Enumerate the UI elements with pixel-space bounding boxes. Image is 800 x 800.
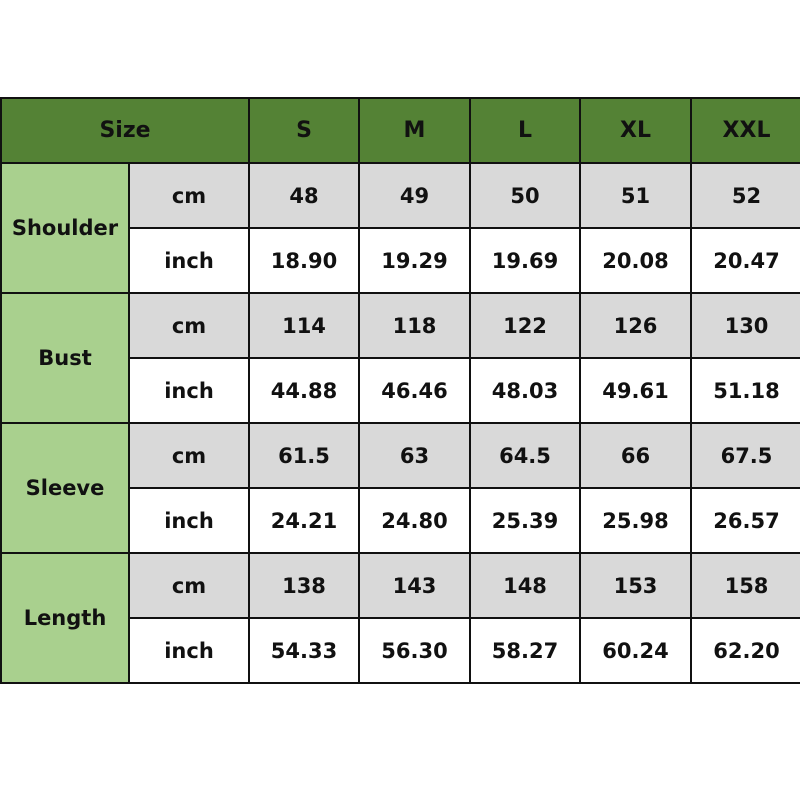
unit-label: inch	[128, 487, 250, 554]
unit-label: cm	[128, 422, 250, 489]
measurement-row-inch: inch 24.21 24.80 25.39 25.98 26.57	[1, 487, 800, 554]
value-cell: 66	[579, 422, 692, 489]
measurement-row-cm: Bust cm 114 118 122 126 130	[0, 292, 800, 424]
header-row: Size S M L XL XXL	[0, 97, 800, 164]
measurement-row-cm: Shoulder cm 48 49 50 51 52	[0, 162, 800, 294]
measurement-label: Length	[0, 552, 130, 684]
value-cell: 62.20	[690, 617, 800, 684]
value-cell: 46.46	[358, 357, 471, 424]
value-cell: 50	[469, 162, 581, 229]
size-m: M	[358, 97, 471, 164]
value-cell: 60.24	[579, 617, 692, 684]
value-cell: 26.57	[690, 487, 800, 554]
value-cell: 58.27	[469, 617, 581, 684]
value-cell: 56.30	[358, 617, 471, 684]
value-cell: 54.33	[248, 617, 360, 684]
measurement-label: Bust	[0, 292, 130, 424]
unit-label: cm	[128, 292, 250, 359]
unit-label: inch	[128, 227, 250, 294]
value-cell: 49.61	[579, 357, 692, 424]
value-cell: 114	[248, 292, 360, 359]
value-cell: 51	[579, 162, 692, 229]
value-cell: 49	[358, 162, 471, 229]
value-cell: 20.47	[690, 227, 800, 294]
measurement-label: Shoulder	[0, 162, 130, 294]
value-cell: 138	[248, 552, 360, 619]
value-cell: 126	[579, 292, 692, 359]
size-header: Size	[0, 97, 250, 164]
value-cell: 19.29	[358, 227, 471, 294]
value-cell: 158	[690, 552, 800, 619]
measurement-row-cm: Length cm 138 143 148 153 158	[0, 552, 800, 684]
value-cell: 44.88	[248, 357, 360, 424]
value-cell: 24.80	[358, 487, 471, 554]
value-cell: 48.03	[469, 357, 581, 424]
size-l: L	[469, 97, 581, 164]
value-cell: 64.5	[469, 422, 581, 489]
size-chart-table: Size S M L XL XXL Shoulder cm 48 49 50 51 52 in…	[0, 97, 800, 684]
size-xl: XL	[579, 97, 692, 164]
unit-label: inch	[128, 617, 250, 684]
value-cell: 143	[358, 552, 471, 619]
value-cell: 153	[579, 552, 692, 619]
value-cell: 61.5	[248, 422, 360, 489]
value-cell: 122	[469, 292, 581, 359]
value-cell: 118	[358, 292, 471, 359]
size-s: S	[248, 97, 360, 164]
unit-label: inch	[128, 357, 250, 424]
value-cell: 48	[248, 162, 360, 229]
unit-label: cm	[128, 162, 250, 229]
value-cell: 25.98	[579, 487, 692, 554]
measurement-label: Sleeve	[0, 422, 130, 554]
value-cell: 25.39	[469, 487, 581, 554]
measurement-row-inch: inch 44.88 46.46 48.03 49.61 51.18	[1, 357, 800, 424]
value-cell: 19.69	[469, 227, 581, 294]
measurement-row-cm: Sleeve cm 61.5 63 64.5 66 67.5	[0, 422, 800, 554]
value-cell: 63	[358, 422, 471, 489]
value-cell: 24.21	[248, 487, 360, 554]
measurement-row-inch: inch 54.33 56.30 58.27 60.24 62.20	[1, 617, 800, 684]
value-cell: 52	[690, 162, 800, 229]
measurement-row-inch: inch 18.90 19.29 19.69 20.08 20.47	[1, 227, 800, 294]
unit-label: cm	[128, 552, 250, 619]
size-xxl: XXL	[690, 97, 800, 164]
value-cell: 20.08	[579, 227, 692, 294]
value-cell: 130	[690, 292, 800, 359]
value-cell: 67.5	[690, 422, 800, 489]
value-cell: 18.90	[248, 227, 360, 294]
value-cell: 148	[469, 552, 581, 619]
value-cell: 51.18	[690, 357, 800, 424]
